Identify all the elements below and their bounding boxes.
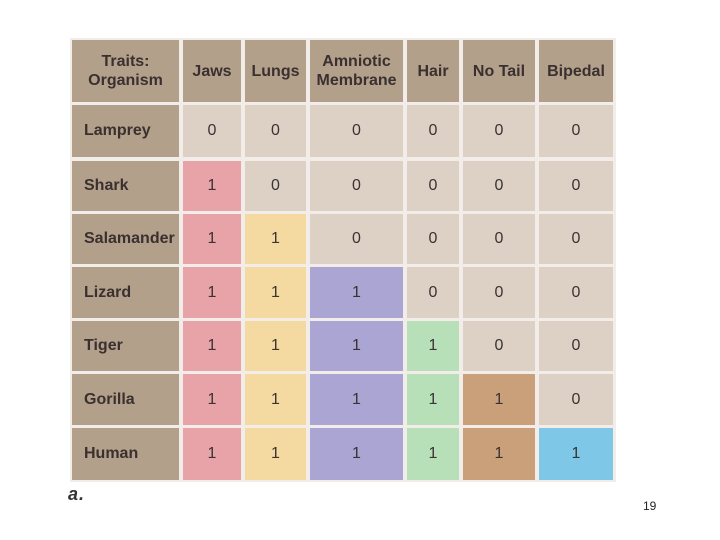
trait-cell: 1 xyxy=(310,321,403,371)
trait-cell: 1 xyxy=(407,428,459,480)
column-header: Hair xyxy=(407,40,459,102)
trait-cell: 1 xyxy=(310,267,403,318)
trait-cell: 0 xyxy=(463,105,535,157)
figure-label: a. xyxy=(68,484,86,504)
header-line: Organism xyxy=(88,72,163,89)
trait-cell: 0 xyxy=(539,267,613,318)
header-line: Jaws xyxy=(192,62,232,80)
trait-cell: 1 xyxy=(407,321,459,371)
corner-header: Traits: Organism xyxy=(72,40,179,102)
column-header: Amniotic Membrane xyxy=(310,40,403,102)
trait-cell: 0 xyxy=(463,321,535,371)
trait-cell: 0 xyxy=(407,214,459,264)
trait-cell: 0 xyxy=(407,161,459,211)
header-line: Bipedal xyxy=(547,62,605,80)
column-header: Jaws xyxy=(183,40,241,102)
trait-cell: 1 xyxy=(183,374,241,425)
trait-cell: 0 xyxy=(407,105,459,157)
trait-cell: 1 xyxy=(183,161,241,211)
row-label: Human xyxy=(72,428,179,480)
trait-cell: 1 xyxy=(463,428,535,480)
trait-cell: 1 xyxy=(407,374,459,425)
trait-cell: 0 xyxy=(539,105,613,157)
trait-cell: 0 xyxy=(539,161,613,211)
trait-cell: 1 xyxy=(245,374,306,425)
trait-cell: 1 xyxy=(310,374,403,425)
trait-cell: 1 xyxy=(183,214,241,264)
trait-cell: 0 xyxy=(310,105,403,157)
trait-cell: 1 xyxy=(245,214,306,264)
trait-cell: 0 xyxy=(310,214,403,264)
trait-cell: 1 xyxy=(183,321,241,371)
trait-cell: 0 xyxy=(463,214,535,264)
column-header: No Tail xyxy=(463,40,535,102)
trait-cell: 0 xyxy=(245,105,306,157)
trait-cell: 1 xyxy=(245,321,306,371)
page-number: 19 xyxy=(643,499,657,513)
trait-cell: 0 xyxy=(539,321,613,371)
row-label: Shark xyxy=(72,161,179,211)
row-label: Lizard xyxy=(72,267,179,318)
trait-cell: 0 xyxy=(539,214,613,264)
trait-cell: 0 xyxy=(539,374,613,425)
header-line: Membrane xyxy=(316,72,397,89)
trait-cell: 0 xyxy=(407,267,459,318)
header-line: Hair xyxy=(417,62,449,80)
header-line: No Tail xyxy=(472,62,526,80)
header-line: Amniotic xyxy=(322,53,391,70)
trait-cell: 1 xyxy=(539,428,613,480)
row-label: Lamprey xyxy=(72,105,179,157)
header-line: Lungs xyxy=(251,62,300,80)
trait-cell: 1 xyxy=(463,374,535,425)
trait-cell: 1 xyxy=(183,428,241,480)
trait-cell: 1 xyxy=(245,267,306,318)
trait-cell: 0 xyxy=(245,161,306,211)
trait-cell: 0 xyxy=(183,105,241,157)
header-line: Traits: xyxy=(101,53,150,70)
trait-table: Traits: Organism Jaws Lungs Amniotic Membrane… xyxy=(70,38,616,482)
trait-cell: 0 xyxy=(463,161,535,211)
column-header: Lungs xyxy=(245,40,306,102)
trait-cell: 0 xyxy=(310,161,403,211)
trait-cell: 1 xyxy=(245,428,306,480)
trait-cell: 0 xyxy=(463,267,535,318)
row-label: Tiger xyxy=(72,321,179,371)
row-label: Gorilla xyxy=(72,374,179,425)
trait-cell: 1 xyxy=(310,428,403,480)
row-label: Salamander xyxy=(72,214,179,264)
trait-cell: 1 xyxy=(183,267,241,318)
column-header: Bipedal xyxy=(539,40,613,102)
